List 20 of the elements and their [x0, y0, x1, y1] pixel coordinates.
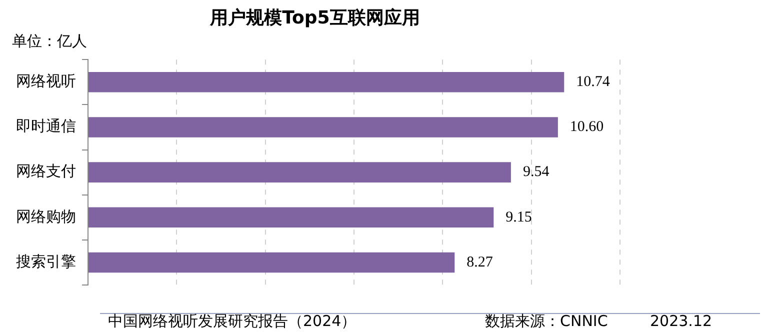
bar — [88, 72, 564, 92]
bar — [88, 207, 494, 228]
data-label: 9.15 — [506, 209, 532, 226]
y-tick-label: 搜索引擎 — [16, 252, 76, 270]
y-tick-label: 网络支付 — [16, 162, 76, 180]
data-label: 9.54 — [522, 164, 550, 180]
bar — [88, 162, 511, 182]
bar — [88, 252, 455, 273]
text: 中国网络视听发展研究报告（2024） — [108, 312, 356, 331]
text: 单位：亿人 — [12, 32, 87, 51]
data-label: 10.60 — [570, 119, 604, 136]
data-label: 10.74 — [576, 74, 610, 90]
bar — [88, 117, 558, 138]
y-tick-label: 即时通信 — [16, 117, 76, 136]
source-note: 数据来源：CNNIC — [485, 312, 608, 331]
y-tick-label: 网络视听 — [16, 72, 76, 90]
y-tick-label: 网络购物 — [16, 207, 76, 226]
chart-title: 用户规模Top5互联网应用 — [209, 7, 420, 28]
data-label: 8.27 — [466, 254, 494, 270]
text: 2023.12 — [650, 312, 712, 330]
